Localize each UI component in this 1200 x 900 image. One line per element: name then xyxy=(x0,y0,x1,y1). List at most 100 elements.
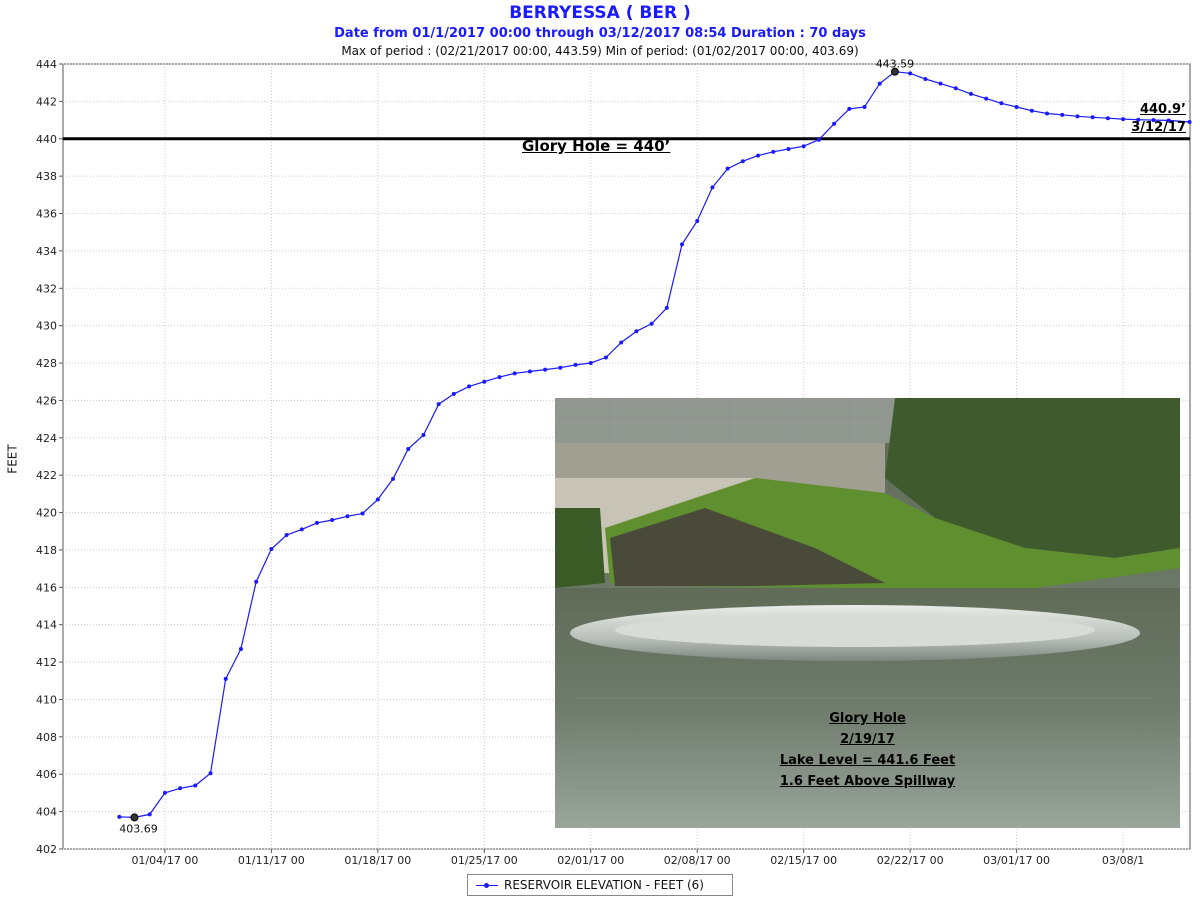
y-tick-label: 432 xyxy=(36,282,57,295)
x-tick-label: 02/15/17 00 xyxy=(770,854,837,867)
data-point xyxy=(178,786,183,791)
y-tick-label: 406 xyxy=(36,768,57,781)
data-point xyxy=(117,814,122,819)
data-point xyxy=(999,101,1004,106)
data-point xyxy=(695,219,700,223)
data-point xyxy=(786,147,791,152)
data-point xyxy=(1060,112,1065,117)
y-tick-label: 412 xyxy=(36,656,57,669)
data-point xyxy=(254,579,259,584)
data-point xyxy=(816,137,821,142)
data-point xyxy=(1136,117,1141,122)
y-tick-label: 442 xyxy=(36,95,57,108)
data-point xyxy=(543,367,548,372)
data-point xyxy=(953,86,958,91)
y-tick-label: 444 xyxy=(36,58,57,71)
data-point xyxy=(664,305,669,310)
data-point xyxy=(208,771,213,776)
data-point xyxy=(680,242,685,247)
y-tick-label: 414 xyxy=(36,619,57,632)
y-tick-label: 428 xyxy=(36,357,57,370)
data-point xyxy=(330,518,335,523)
data-point xyxy=(497,375,502,380)
data-point xyxy=(436,402,441,407)
data-point xyxy=(801,144,806,149)
data-point xyxy=(512,371,517,376)
x-tick-label: 03/01/17 00 xyxy=(983,854,1050,867)
max-point-label: 443.59 xyxy=(876,58,915,71)
y-tick-label: 416 xyxy=(36,581,57,594)
data-point xyxy=(558,365,563,370)
data-point xyxy=(1187,119,1192,124)
data-point xyxy=(223,676,228,681)
legend-marker-swatch xyxy=(484,883,489,888)
data-point xyxy=(527,369,532,374)
caption-lake-level: Lake Level = 441.6 Feet xyxy=(779,753,956,768)
data-point xyxy=(299,527,304,532)
data-point xyxy=(162,790,167,795)
data-point xyxy=(1090,115,1095,120)
data-point xyxy=(314,520,319,525)
x-tick-label: 02/22/17 00 xyxy=(877,854,944,867)
max-point-marker xyxy=(890,67,899,76)
data-point xyxy=(1014,104,1019,109)
x-tick-label: 03/08/1 xyxy=(1102,854,1144,867)
data-point xyxy=(375,497,380,502)
data-point xyxy=(467,384,472,389)
data-point xyxy=(147,812,152,817)
y-tick-label: 434 xyxy=(36,245,57,258)
data-point xyxy=(238,647,243,652)
data-point xyxy=(391,476,396,481)
x-tick-label: 01/18/17 00 xyxy=(344,854,411,867)
data-point xyxy=(1075,114,1080,119)
data-point xyxy=(984,96,989,101)
data-point xyxy=(710,185,715,190)
data-point xyxy=(345,514,350,519)
data-point xyxy=(1045,111,1050,116)
y-tick-label: 430 xyxy=(36,320,57,333)
min-point-label: 403.69 xyxy=(119,822,158,835)
data-point xyxy=(725,166,730,171)
data-point xyxy=(649,321,654,326)
data-point xyxy=(923,76,928,81)
data-point xyxy=(269,547,274,552)
chart-subtitle: Date from 01/1/2017 00:00 through 03/12/… xyxy=(334,26,866,41)
x-tick-label: 02/01/17 00 xyxy=(557,854,624,867)
y-tick-label: 408 xyxy=(36,731,57,744)
data-point xyxy=(771,149,776,154)
data-point xyxy=(1121,117,1126,122)
data-point xyxy=(406,447,411,452)
data-point xyxy=(756,153,761,158)
spillway-photo-art xyxy=(555,398,1180,828)
chart-title: BERRYESSA ( BER ) xyxy=(509,3,691,23)
y-tick-label: 402 xyxy=(36,843,57,856)
y-tick-label: 420 xyxy=(36,507,57,520)
data-point xyxy=(588,361,593,366)
current-level-value: 440.9’ xyxy=(1139,102,1186,117)
data-point xyxy=(284,533,289,537)
data-point xyxy=(482,379,487,384)
data-point xyxy=(619,340,624,345)
period-stats: Max of period : (02/21/2017 00:00, 443.5… xyxy=(341,44,859,58)
data-point xyxy=(573,362,578,367)
y-tick-label: 426 xyxy=(36,394,57,407)
data-point xyxy=(740,159,745,164)
data-point xyxy=(908,71,913,76)
y-tick-label: 422 xyxy=(36,469,57,482)
min-point-marker xyxy=(130,813,139,822)
y-tick-label: 404 xyxy=(36,806,57,819)
glory-hole-photo: Glory Hole 2/19/17 Lake Level = 441.6 Fe… xyxy=(555,398,1180,828)
y-tick-label: 424 xyxy=(36,432,57,445)
y-tick-label: 440 xyxy=(36,133,57,146)
chart-legend: RESERVOIR ELEVATION - FEET (6) xyxy=(467,874,733,896)
current-level-date: 3/12/17 xyxy=(1131,120,1186,135)
data-point xyxy=(862,104,867,109)
data-point xyxy=(1166,118,1171,123)
data-point xyxy=(832,121,837,126)
data-point xyxy=(1105,116,1110,121)
x-tick-label: 02/08/17 00 xyxy=(664,854,731,867)
data-point xyxy=(451,391,456,396)
x-tick-label: 01/04/17 00 xyxy=(131,854,198,867)
caption-title: Glory Hole xyxy=(829,711,906,726)
data-point xyxy=(877,81,882,86)
